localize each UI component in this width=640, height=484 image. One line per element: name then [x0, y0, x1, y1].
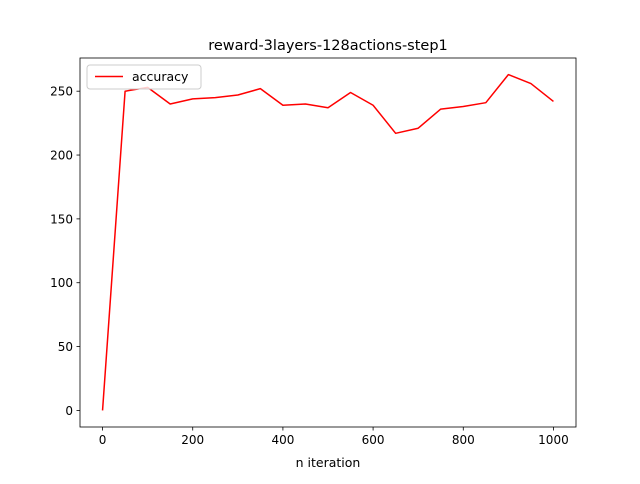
legend-label-accuracy: accuracy — [132, 69, 189, 84]
legend-box — [86, 64, 202, 90]
x-tick-label-400: 400 — [271, 433, 294, 447]
series-line-accuracy — [101, 73, 554, 411]
chart-title: reward-3layers-128actions-step1 — [208, 38, 448, 54]
x-axis-label: n iteration — [296, 455, 361, 470]
plot-area: 0 200 400 600 800 1000 0 50 100 150 200 250 — [50, 57, 577, 447]
y-tick-label-200: 200 — [50, 149, 73, 163]
y-tick-label-150: 150 — [50, 212, 73, 226]
x-tick-label-0: 0 — [99, 433, 107, 447]
x-tick-label-600: 600 — [362, 433, 385, 447]
y-tick-label-100: 100 — [50, 276, 73, 290]
y-tick-label-250: 250 — [50, 85, 73, 99]
legend: accuracy — [86, 64, 202, 90]
x-tick-label-1000: 1000 — [538, 433, 569, 447]
x-tick-label-800: 800 — [452, 433, 475, 447]
axes-frame — [79, 57, 577, 428]
y-tick-label-50: 50 — [58, 340, 73, 354]
x-tick-label-200: 200 — [181, 433, 204, 447]
y-tick-label-0: 0 — [65, 404, 73, 418]
